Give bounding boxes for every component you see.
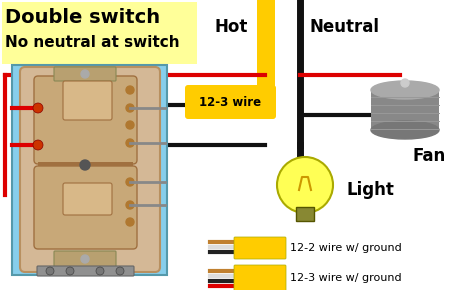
FancyBboxPatch shape bbox=[34, 166, 137, 249]
Ellipse shape bbox=[371, 121, 439, 139]
FancyBboxPatch shape bbox=[257, 0, 275, 90]
Circle shape bbox=[126, 178, 134, 186]
FancyBboxPatch shape bbox=[54, 67, 116, 81]
Circle shape bbox=[126, 139, 134, 147]
Text: Neutral: Neutral bbox=[310, 18, 380, 36]
Text: 12-3 wire w/ ground: 12-3 wire w/ ground bbox=[290, 273, 401, 283]
Bar bbox=[371, 90, 439, 130]
Circle shape bbox=[33, 140, 43, 150]
Text: Fan: Fan bbox=[413, 147, 446, 165]
Circle shape bbox=[126, 86, 134, 94]
Circle shape bbox=[33, 103, 43, 113]
Circle shape bbox=[96, 267, 104, 275]
Circle shape bbox=[277, 157, 333, 213]
Ellipse shape bbox=[371, 81, 439, 99]
Bar bbox=[38, 162, 133, 168]
Text: Light: Light bbox=[347, 181, 395, 199]
Circle shape bbox=[66, 267, 74, 275]
Circle shape bbox=[81, 70, 89, 78]
Circle shape bbox=[401, 79, 409, 87]
FancyBboxPatch shape bbox=[185, 85, 276, 119]
Text: 12-3 wire: 12-3 wire bbox=[199, 95, 261, 108]
Circle shape bbox=[126, 104, 134, 112]
Bar bbox=[12, 65, 167, 275]
FancyBboxPatch shape bbox=[296, 207, 314, 221]
FancyBboxPatch shape bbox=[234, 265, 286, 290]
FancyBboxPatch shape bbox=[2, 2, 197, 64]
FancyBboxPatch shape bbox=[34, 76, 137, 164]
Circle shape bbox=[81, 255, 89, 263]
Circle shape bbox=[46, 267, 54, 275]
Circle shape bbox=[126, 201, 134, 209]
FancyBboxPatch shape bbox=[63, 183, 112, 215]
FancyBboxPatch shape bbox=[234, 237, 286, 259]
FancyBboxPatch shape bbox=[54, 251, 116, 268]
Circle shape bbox=[126, 121, 134, 129]
Text: No neutral at switch: No neutral at switch bbox=[5, 35, 180, 50]
Text: Hot: Hot bbox=[215, 18, 248, 36]
FancyBboxPatch shape bbox=[63, 81, 112, 120]
Circle shape bbox=[126, 218, 134, 226]
Text: 12-2 wire w/ ground: 12-2 wire w/ ground bbox=[290, 243, 402, 253]
FancyBboxPatch shape bbox=[37, 266, 134, 276]
Circle shape bbox=[80, 160, 90, 170]
Text: Double switch: Double switch bbox=[5, 8, 160, 27]
FancyBboxPatch shape bbox=[20, 67, 160, 272]
Circle shape bbox=[116, 267, 124, 275]
